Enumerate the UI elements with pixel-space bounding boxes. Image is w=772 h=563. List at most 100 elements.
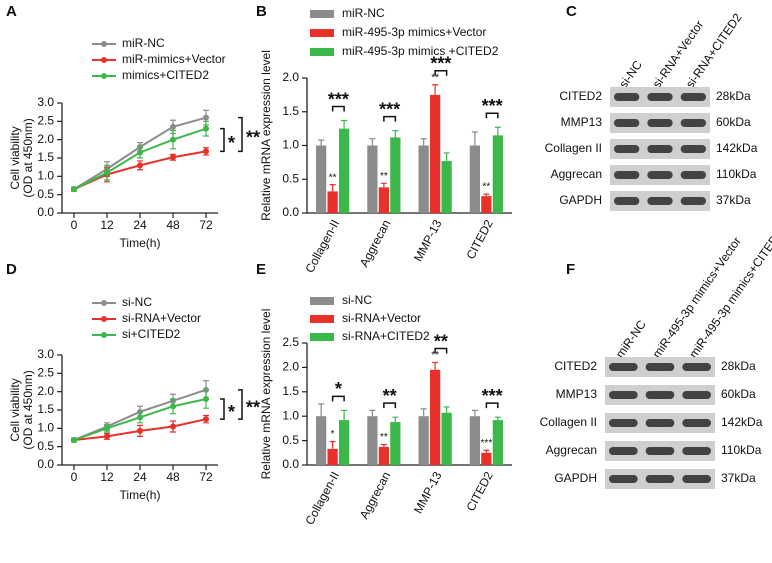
error-bar [380,182,387,188]
y-axis-label: (OD at 450nm) [21,118,35,197]
significance-marker: * [331,429,335,440]
significance-marker: ** [431,350,439,361]
panel-label: F [566,261,575,278]
lane-label: si-NC [616,58,645,91]
blot-band [680,171,706,179]
y-tick-label: 0.0 [282,457,299,471]
legend-marker [101,332,107,338]
size-label: 110kDa [721,443,762,457]
blot-band [645,475,675,483]
bar [481,196,492,213]
x-tick-label: 72 [199,470,213,484]
size-label: 60kDa [716,115,751,129]
protein-label: Collagen II [540,415,597,429]
error-bar [392,130,399,138]
protein-label: Aggrecan [546,443,597,457]
y-tick-label: 0.5 [37,187,54,201]
point [104,425,110,432]
x-axis-label: Time(h) [120,488,161,502]
bracket [434,347,448,354]
bar [327,191,338,213]
y-tick-label: 2.5 [37,366,54,380]
y-tick-label: 3.0 [37,347,54,361]
bar [418,416,429,465]
x-tick-label: CITED2 [463,469,496,514]
blot-band [609,391,638,399]
legend-swatch [310,48,334,56]
significance: *** [482,96,503,116]
legend-label: mimics+CITED2 [122,68,209,82]
error-bar [420,138,427,146]
legend-label: si-RNA+CITED2 [342,329,430,343]
bar [430,369,441,465]
y-axis-label: Relative mRNA expression level [259,50,273,221]
bracket [485,402,499,409]
point [137,414,143,421]
bar [390,137,401,213]
x-tick-label: Aggrecan [357,217,393,269]
size-label: 60kDa [721,387,756,401]
bar [390,422,401,465]
protein-label: CITED2 [554,359,597,373]
bracket [434,70,448,76]
legend-marker [101,316,107,322]
blot-band [647,171,673,179]
bracket [331,105,345,112]
error-bar [392,416,399,423]
error-bar [494,416,501,421]
significance: *** [482,386,503,406]
blot-band [614,119,640,127]
blot-band [614,197,640,205]
significance: * [228,402,235,422]
significance: ** [383,386,397,406]
bar [469,416,481,465]
bar [367,416,378,465]
x-tick-label: 48 [166,470,180,484]
significance: ** [434,331,448,351]
y-tick-label: 1.5 [282,104,299,118]
panel-label: E [256,261,266,278]
lane-label: miR-NC [613,317,649,360]
blot-band [614,93,640,101]
x-tick-label: 0 [71,470,78,484]
bar [492,135,503,213]
bracket [383,115,397,122]
bar [430,94,441,213]
point [203,114,209,121]
blot-band [682,419,711,427]
point [170,123,176,130]
legend-label: si+CITED2 [122,327,181,341]
legend-swatch [310,315,334,323]
error-bar [432,361,439,370]
legend-label: miR-NC [122,36,165,50]
point [203,396,209,402]
x-tick-label: 0 [71,218,78,232]
y-tick-label: 0.5 [282,171,299,185]
bar [441,161,452,213]
bar [441,412,452,465]
blot-band [680,145,706,153]
point [203,125,209,132]
blot-band [647,145,673,153]
y-tick-label: 1.0 [282,138,299,152]
legend-label: si-RNA+Vector [122,311,201,325]
significance-marker: ** [431,72,439,83]
bar [378,446,389,465]
bar [378,187,389,213]
protein-label: Aggrecan [551,167,602,181]
significance-marker: ** [380,171,388,182]
panel-label: A [6,3,17,20]
error-bar [443,152,450,162]
x-axis-label: Time(h) [120,236,161,250]
legend-marker [101,41,107,47]
legend-swatch [310,10,334,18]
bar [327,448,338,465]
bracket [220,127,225,153]
legend-swatch [310,333,334,341]
protein-label: MMP13 [561,115,603,129]
point [104,169,110,176]
legend-label: si-NC [122,295,152,309]
point [137,427,143,434]
point [170,403,176,410]
